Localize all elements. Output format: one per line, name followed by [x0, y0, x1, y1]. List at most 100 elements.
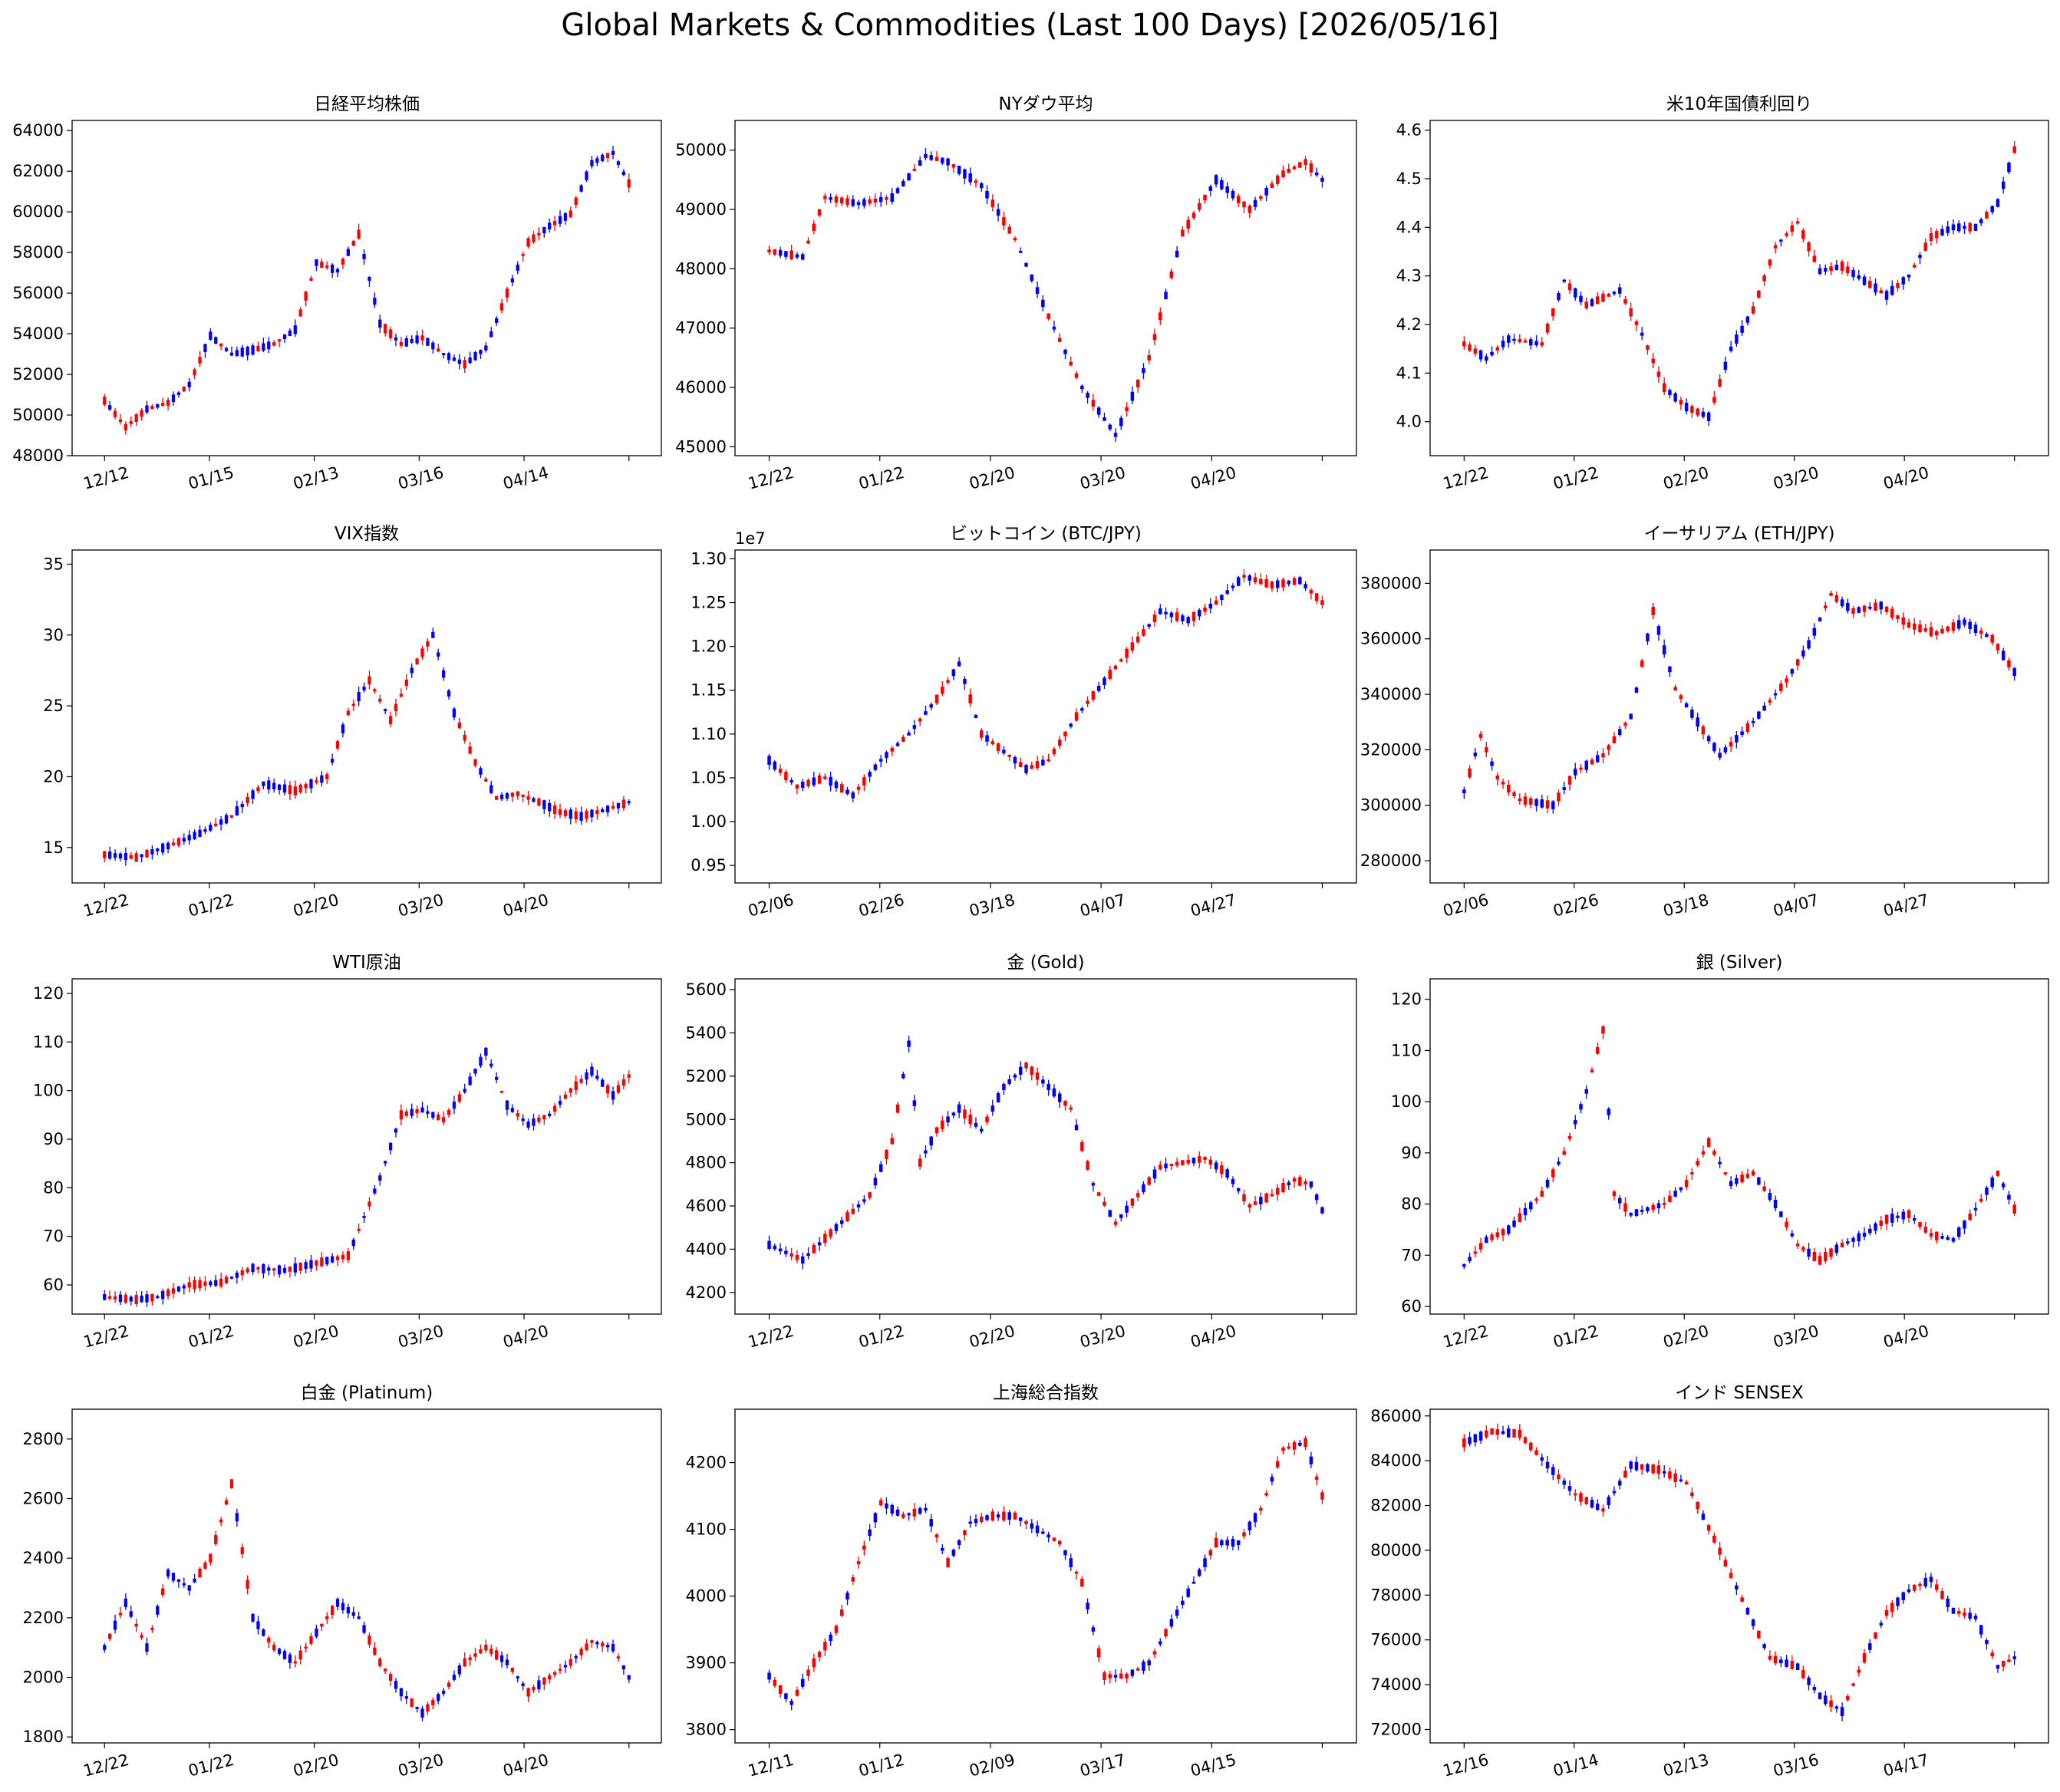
- y-tick-label: 2800: [23, 1430, 64, 1448]
- candle-body: [1879, 1622, 1884, 1626]
- candle-body: [1701, 1151, 1706, 1155]
- x-tick-label: 02/20: [1661, 1322, 1711, 1352]
- candle-body: [1740, 325, 1744, 333]
- candle-body: [473, 759, 477, 766]
- y-tick-label: 84000: [1370, 1451, 1422, 1470]
- candle-body: [1740, 1597, 1744, 1602]
- candle-body: [388, 329, 393, 338]
- subplot-title: 白金 (Platinum): [301, 1383, 433, 1403]
- y-tick-label: 320000: [1360, 740, 1422, 759]
- candle-body: [1617, 729, 1622, 736]
- candle-body: [1574, 288, 1577, 298]
- candle-body: [1314, 1194, 1319, 1201]
- candle-body: [990, 741, 995, 745]
- candle-body: [1512, 792, 1516, 796]
- y-tick-label: 4.3: [1396, 267, 1422, 285]
- candle-body: [246, 1268, 249, 1273]
- candle-body: [1292, 578, 1297, 585]
- candle-body: [320, 775, 324, 783]
- candle-body: [1152, 1651, 1157, 1655]
- candle-body: [1668, 666, 1672, 673]
- candle-body: [834, 1626, 839, 1633]
- candle-body: [2007, 1194, 2011, 1200]
- candle-body: [1834, 265, 1839, 271]
- candle-body: [298, 1262, 302, 1271]
- candle-body: [1712, 1535, 1716, 1543]
- y-tick-label: 4600: [686, 1197, 727, 1215]
- candle-body: [548, 802, 552, 812]
- candle-body: [1551, 1169, 1555, 1178]
- candle-body: [1656, 371, 1661, 377]
- candle-body: [499, 303, 504, 311]
- candle-body: [784, 1250, 788, 1254]
- candle-body: [1478, 1243, 1483, 1250]
- candle-body: [1912, 265, 1917, 268]
- candle-body: [1762, 1644, 1766, 1649]
- candle-body: [145, 1643, 149, 1652]
- candle-body: [845, 1212, 849, 1222]
- candle-body: [1013, 1075, 1017, 1078]
- candle-body: [293, 325, 297, 334]
- candle-body: [1990, 206, 1994, 212]
- candle-body: [1208, 1159, 1213, 1165]
- candle-body: [1103, 677, 1106, 686]
- candle-body: [1314, 172, 1319, 176]
- subplot-6: イーサリアム (ETH/JPY) 280000 300000 320000 340000…: [1360, 524, 2049, 921]
- candle-body: [457, 1665, 461, 1675]
- subplot-title: イーサリアム (ETH/JPY): [1643, 524, 1834, 544]
- candle-body: [990, 1105, 995, 1112]
- candle-body: [595, 810, 599, 815]
- candle-body: [113, 1620, 117, 1630]
- candle-body: [1052, 1537, 1056, 1541]
- candle-body: [150, 848, 154, 855]
- candle-body: [1896, 615, 1900, 619]
- candle-body: [968, 694, 972, 704]
- candle-body: [1007, 226, 1011, 234]
- candle-body: [873, 1513, 878, 1523]
- candle-body: [1979, 1198, 1983, 1202]
- candle-body: [229, 1276, 234, 1279]
- candle-body: [1069, 1558, 1073, 1567]
- candle-body: [918, 160, 922, 166]
- candle-body: [1706, 736, 1711, 742]
- candle-body: [789, 1701, 793, 1705]
- candle-body: [384, 1161, 387, 1164]
- candle-body: [990, 1511, 995, 1521]
- candle-body: [1623, 1203, 1627, 1212]
- candle-body: [569, 1088, 572, 1093]
- candle-body: [1063, 1100, 1067, 1106]
- candle-body: [1907, 1589, 1911, 1593]
- candle-body: [800, 781, 805, 789]
- candle-body: [357, 692, 361, 702]
- candle-body: [611, 1091, 615, 1100]
- candle-body: [1080, 1141, 1084, 1151]
- candle-body: [272, 782, 276, 790]
- candle-body: [378, 698, 382, 702]
- candle-body: [1091, 400, 1096, 407]
- candle-body: [415, 1108, 419, 1114]
- candle-body: [388, 1674, 393, 1681]
- candle-body: [1646, 633, 1650, 642]
- candle-body: [468, 746, 472, 754]
- candle-body: [1214, 1162, 1218, 1170]
- candle-body: [1668, 1471, 1672, 1479]
- candle-body: [1030, 274, 1034, 282]
- candle-body: [1169, 271, 1174, 278]
- candle-body: [463, 1089, 466, 1092]
- candle-body: [1779, 684, 1783, 691]
- candle-body: [1907, 1210, 1911, 1218]
- candle-body: [103, 1645, 107, 1650]
- y-tick-label: 4200: [686, 1454, 727, 1472]
- candle-body: [171, 1288, 176, 1294]
- candle-body: [918, 1158, 922, 1167]
- candle-body: [941, 687, 944, 694]
- candle-body: [1590, 1500, 1594, 1508]
- candle-body: [1320, 1492, 1324, 1500]
- candle-body: [420, 1107, 424, 1113]
- candle-body: [145, 849, 149, 858]
- candle-body: [1996, 1665, 2000, 1669]
- candle-body: [447, 353, 451, 361]
- x-tick-label: 04/15: [1188, 1751, 1238, 1780]
- candle-body: [484, 1047, 488, 1056]
- candle-body: [224, 1500, 229, 1505]
